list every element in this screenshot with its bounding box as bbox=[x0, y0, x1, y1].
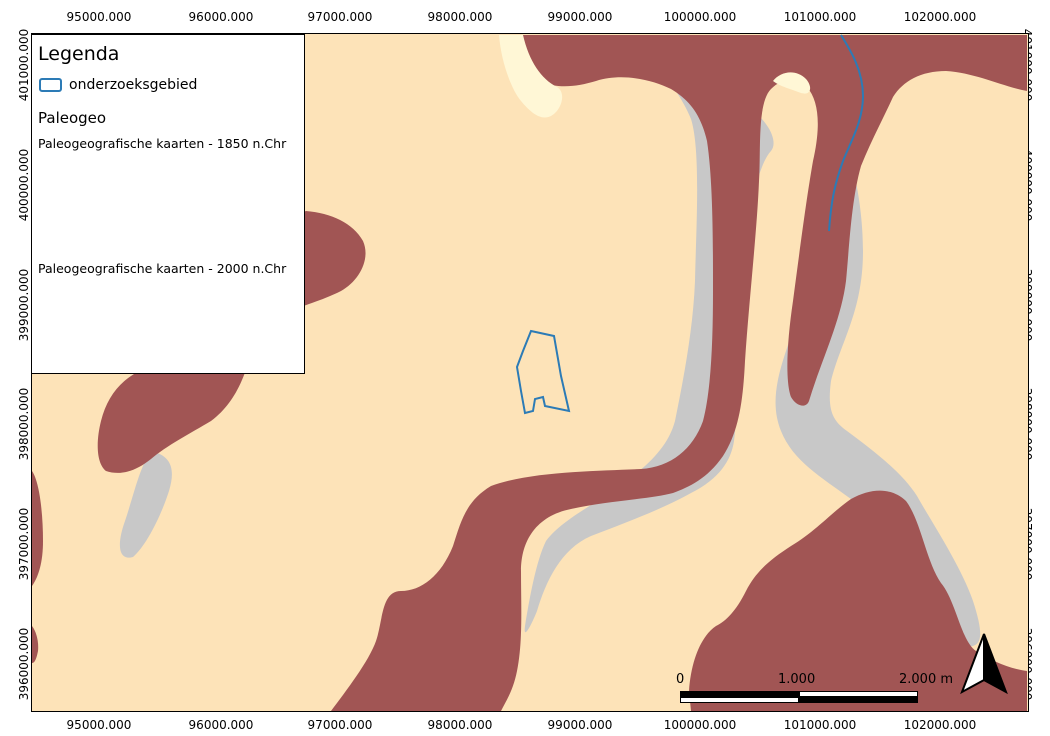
pale-zone-top-left bbox=[499, 35, 563, 118]
brown-zone-left-edge bbox=[32, 471, 43, 586]
x-tick-top: 100000.000 bbox=[663, 10, 737, 24]
legend-sub-2000: Paleogeografische kaarten - 2000 n.Chr bbox=[38, 261, 287, 276]
study-area-label: onderzoeksgebied bbox=[69, 77, 198, 93]
legend-sub-1850: Paleogeografische kaarten - 1850 n.Chr bbox=[38, 136, 287, 151]
scalebar-label-end: 2.000 m bbox=[899, 672, 954, 687]
y-tick-left: 399000.000 bbox=[17, 268, 31, 342]
x-tick-top: 97000.000 bbox=[307, 10, 373, 24]
scalebar bbox=[680, 691, 918, 705]
x-tick-top: 102000.000 bbox=[903, 10, 977, 24]
north-arrow-icon bbox=[960, 633, 1008, 695]
grey-zone-left bbox=[119, 451, 172, 558]
y-tick-left: 396000.000 bbox=[17, 627, 31, 701]
scalebar-segment-black-2 bbox=[799, 697, 918, 703]
scalebar-label-0: 0 bbox=[676, 672, 685, 687]
x-tick-bottom: 97000.000 bbox=[307, 718, 373, 732]
legend-title: Legenda bbox=[38, 43, 120, 65]
x-tick-top: 101000.000 bbox=[783, 10, 857, 24]
x-tick-bottom: 98000.000 bbox=[427, 718, 493, 732]
legend-group-label: Paleogeo bbox=[38, 109, 107, 127]
scalebar-segment-white-2 bbox=[680, 697, 799, 703]
scalebar-label-mid: 1.000 bbox=[778, 672, 816, 687]
y-tick-left: 401000.000 bbox=[17, 28, 31, 102]
scalebar-segment-black-1 bbox=[680, 691, 799, 697]
x-tick-bottom: 100000.000 bbox=[663, 718, 737, 732]
x-tick-bottom: 101000.000 bbox=[783, 718, 857, 732]
legend-panel: Legenda onderzoeksgebied Paleogeo Paleog… bbox=[31, 34, 305, 374]
scalebar-segment-white-1 bbox=[799, 691, 918, 697]
y-tick-left: 397000.000 bbox=[17, 507, 31, 581]
study-area-swatch bbox=[39, 78, 62, 92]
x-tick-top: 96000.000 bbox=[188, 10, 254, 24]
grey-zone-central bbox=[524, 71, 774, 633]
x-tick-top: 95000.000 bbox=[66, 10, 132, 24]
river-line bbox=[828, 34, 865, 232]
study-area-outline bbox=[515, 329, 571, 415]
x-tick-top: 98000.000 bbox=[427, 10, 493, 24]
y-tick-left: 398000.000 bbox=[17, 387, 31, 461]
x-tick-bottom: 96000.000 bbox=[188, 718, 254, 732]
x-tick-bottom: 95000.000 bbox=[66, 718, 132, 732]
pale-zone-top-right bbox=[773, 72, 811, 94]
x-tick-top: 99000.000 bbox=[547, 10, 613, 24]
y-tick-left: 400000.000 bbox=[17, 148, 31, 222]
x-tick-bottom: 99000.000 bbox=[547, 718, 613, 732]
brown-zone-mid-right bbox=[689, 490, 1027, 711]
brown-zone-left-edge-low bbox=[32, 626, 39, 663]
x-tick-bottom: 102000.000 bbox=[903, 718, 977, 732]
brown-zone-top bbox=[331, 35, 1027, 711]
